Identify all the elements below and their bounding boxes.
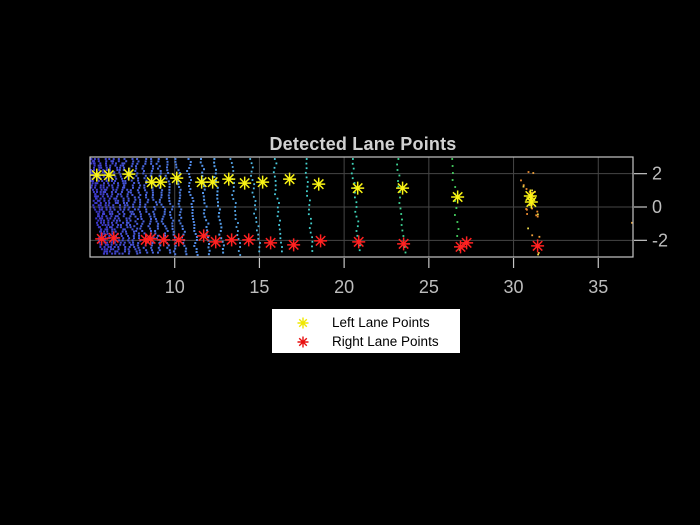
x-tick-label: 35 <box>588 277 608 297</box>
legend-item-right-lane: Right Lane Points <box>296 332 460 351</box>
y-tick-label: 0 <box>652 197 662 217</box>
x-tick-label: 15 <box>249 277 269 297</box>
right-lane-markers <box>95 229 545 254</box>
asterisk-icon <box>297 336 309 347</box>
legend-label-left-lane: Left Lane Points <box>332 315 430 330</box>
x-tick-label: 25 <box>419 277 439 297</box>
x-tick-label: 10 <box>165 277 185 297</box>
left-lane-markers <box>90 167 538 209</box>
legend-item-left-lane: Left Lane Points <box>296 313 460 332</box>
axes <box>89 156 647 268</box>
y-axis-tick-labels: 2 0 -2 <box>652 164 668 251</box>
legend-label-right-lane: Right Lane Points <box>332 334 439 349</box>
x-axis-tick-labels: 10 15 20 25 30 35 <box>165 277 609 297</box>
x-tick-label: 20 <box>334 277 354 297</box>
asterisk-icon <box>297 317 309 328</box>
chart-title: Detected Lane Points <box>269 134 457 154</box>
legend: Left Lane Points Right Lane Points <box>272 309 460 353</box>
lidar-point-cloud <box>90 158 633 256</box>
x-tick-label: 30 <box>504 277 524 297</box>
y-tick-label: 2 <box>652 164 662 184</box>
y-tick-label: -2 <box>652 230 668 250</box>
